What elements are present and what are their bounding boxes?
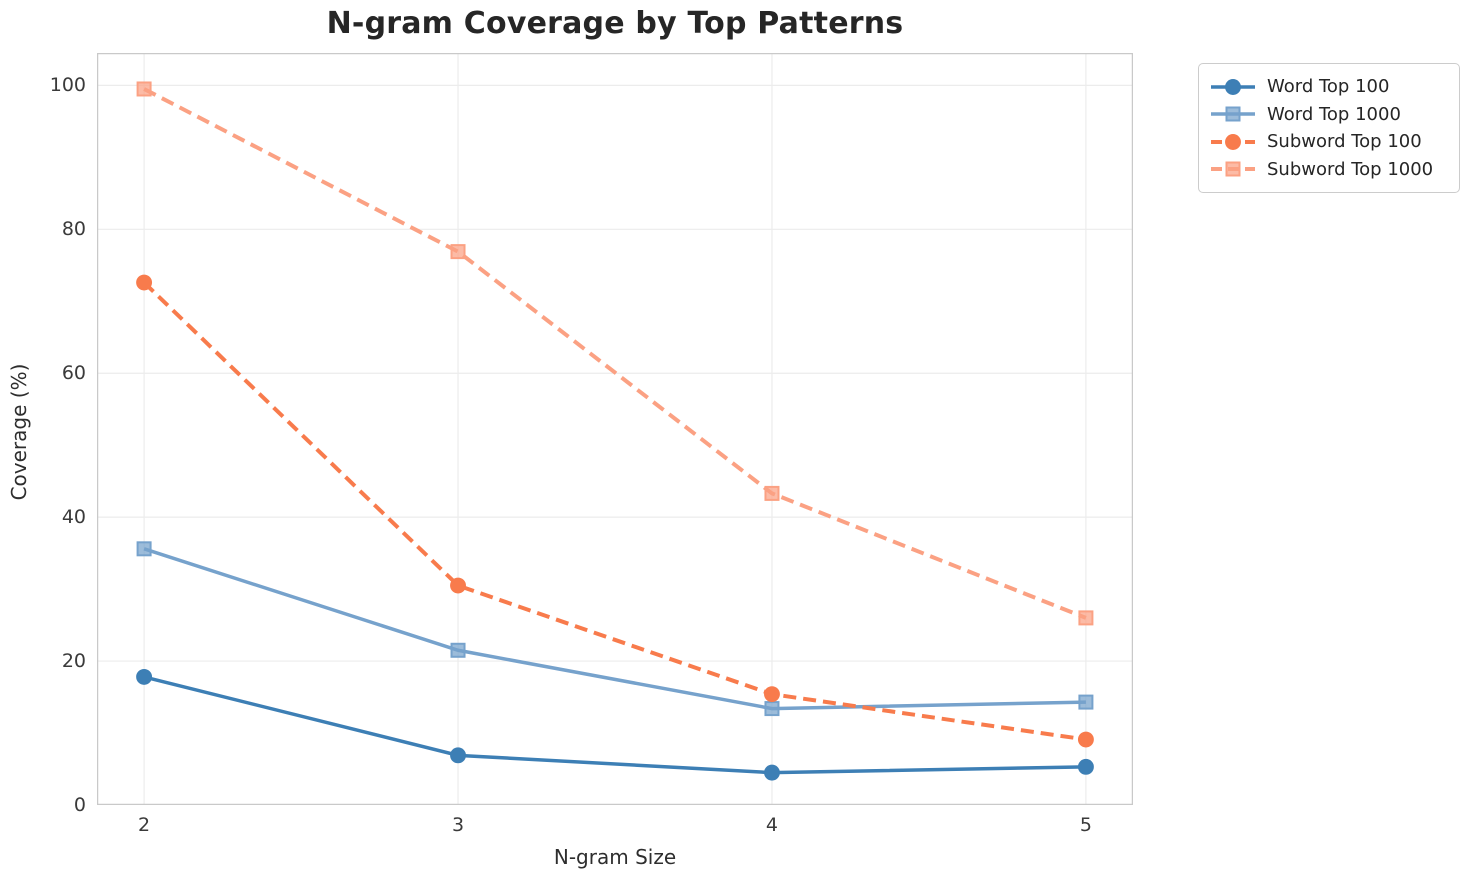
- x-tick-label: 3: [451, 814, 465, 836]
- legend-line-marker-icon: [1211, 106, 1255, 122]
- series-line-subword-top-1000: [143, 87, 1087, 620]
- legend-line-marker-icon: [1211, 133, 1255, 150]
- x-tick-label: 5: [1079, 814, 1092, 836]
- legend-glyph-marker: [1225, 106, 1241, 122]
- y-tick-label: 60: [61, 362, 86, 385]
- plot-area: [97, 53, 1133, 805]
- data-point-subword-top-1000: [1078, 610, 1094, 626]
- series-line-word-top-100: [143, 675, 1086, 775]
- legend-entry: Word Top 100: [1209, 73, 1449, 100]
- chart-title: N-gram Coverage by Top Patterns: [326, 6, 904, 41]
- data-point-word-top-100: [764, 764, 780, 781]
- data-point-subword-top-100: [136, 274, 153, 291]
- data-point-subword-top-100: [764, 686, 780, 703]
- legend-label: Word Top 1000: [1267, 103, 1401, 125]
- data-point-word-top-1000: [1078, 694, 1094, 710]
- y-tick-label: 20: [61, 650, 86, 673]
- series-line-word-top-1000: [143, 547, 1086, 711]
- legend-line-marker-icon: [1211, 78, 1255, 95]
- data-point-subword-top-1000: [764, 485, 780, 501]
- legend-glyph-marker: [1225, 78, 1241, 95]
- data-point-word-top-1000: [450, 642, 466, 658]
- y-tick-label: 80: [61, 218, 86, 241]
- legend-entry: Word Top 1000: [1209, 101, 1449, 128]
- x-tick-label: 2: [138, 814, 151, 836]
- y-tick-label: 40: [61, 506, 86, 529]
- legend: Word Top 100 Word Top 1000 Subword Top 1…: [1198, 63, 1460, 193]
- series-line-subword-top-100: [142, 281, 1087, 742]
- legend-label: Word Top 100: [1267, 76, 1390, 97]
- legend-glyph-marker: [1225, 161, 1241, 177]
- y-tick-label: 0: [73, 794, 86, 816]
- data-point-subword-top-100: [1077, 731, 1094, 748]
- data-point-subword-top-1000: [450, 244, 466, 260]
- data-point-word-top-100: [1077, 758, 1094, 775]
- legend-line-marker-icon: [1211, 161, 1255, 177]
- data-point-word-top-100: [450, 747, 466, 764]
- data-point-subword-top-1000: [136, 81, 152, 97]
- data-point-word-top-100: [136, 668, 153, 685]
- legend-glyph-marker: [1225, 133, 1241, 150]
- data-point-word-top-1000: [764, 701, 780, 717]
- data-point-subword-top-100: [450, 577, 466, 594]
- y-tick-label: 100: [49, 74, 86, 97]
- plot-border: [97, 53, 1133, 805]
- legend-label: Subword Top 1000: [1267, 158, 1434, 180]
- legend-entry: Subword Top 1000: [1209, 156, 1449, 183]
- legend-entry: Subword Top 100: [1209, 128, 1449, 155]
- data-point-word-top-1000: [136, 541, 152, 557]
- legend-label: Subword Top 100: [1267, 131, 1422, 153]
- y-axis-label: Coverage (%): [7, 363, 31, 501]
- x-tick-label: 4: [765, 814, 779, 836]
- x-axis-label: N-gram Size: [553, 845, 677, 869]
